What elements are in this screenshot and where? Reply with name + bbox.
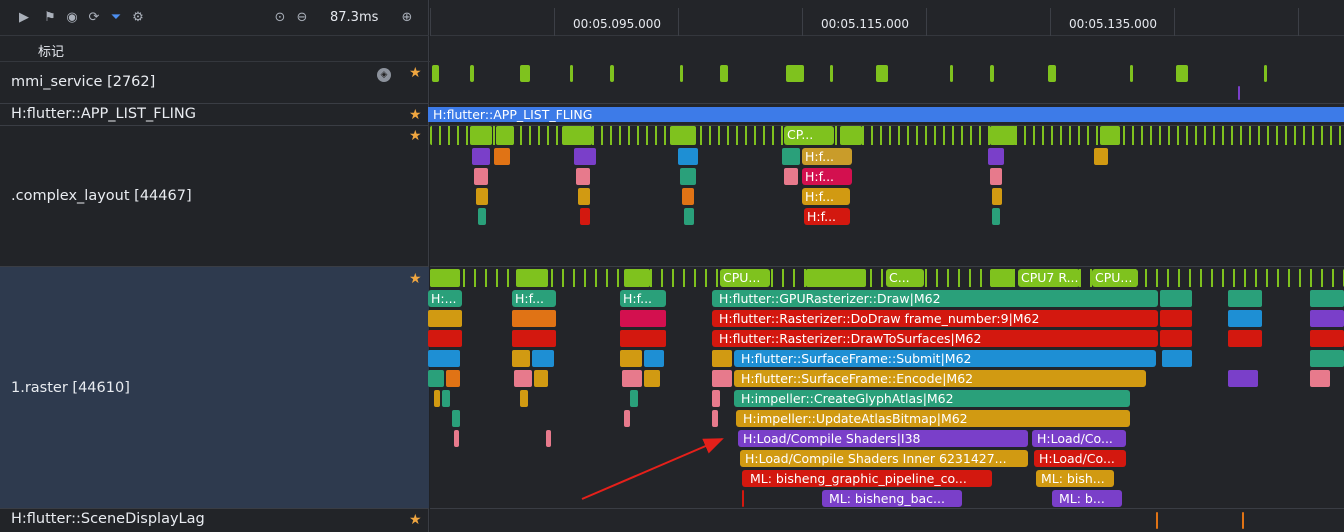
track-label: .complex_layout [44467] — [11, 188, 192, 204]
slice[interactable]: H:f... — [620, 290, 666, 307]
slice-update-atlas-bitmap[interactable]: H:impeller::UpdateAtlasBitmap|M62 — [736, 410, 1130, 427]
slice[interactable]: H:... — [428, 290, 462, 307]
track-label: mmi_service [2762] — [11, 74, 156, 90]
cpu-slice[interactable]: C... — [886, 269, 924, 287]
marker-label: 标记 — [38, 45, 65, 60]
reset-zoom-icon[interactable]: ⊙ — [274, 10, 286, 25]
star-icon[interactable]: ★ — [409, 65, 422, 81]
slice-load-compile-shaders-inner[interactable]: H:Load/Co... — [1034, 450, 1126, 467]
slice-rasterizer-dodraw[interactable]: H:flutter::Rasterizer::DoDraw frame_numb… — [712, 310, 1158, 327]
track-app-list-fling[interactable]: H:flutter::APP_LIST_FLING ★ — [0, 104, 429, 126]
lane-app-list-fling[interactable]: H:flutter::APP_LIST_FLING — [428, 104, 1344, 126]
flag-icon[interactable]: ⚑ — [44, 10, 56, 25]
globe-icon[interactable]: ◉ — [66, 10, 78, 25]
slice-bisheng-backend[interactable]: ML: bisheng_bac... — [822, 490, 962, 507]
lane-raster[interactable]: CPU... C... CPU7 R... CPU... H:... H:f..… — [428, 267, 1344, 509]
star-icon[interactable]: ★ — [409, 128, 422, 144]
time-ruler[interactable]: 00:05.095.000 00:05.115.000 00:05.135.00… — [430, 0, 1344, 36]
slice[interactable]: H:f... — [802, 168, 852, 185]
star-icon[interactable]: ★ — [409, 107, 422, 123]
slice[interactable]: H:f... — [512, 290, 556, 307]
tick-label: 00:05.135.000 — [1069, 17, 1158, 31]
tick-label: 00:05.115.000 — [821, 17, 910, 31]
toolbar: ▶ ⚑ ◉ ⟳ ⏷ ⚙ ⊙ ⊖ 87.3ms ⊕ — [0, 0, 429, 36]
slice-surface-frame-encode[interactable]: H:flutter::SurfaceFrame::Encode|M62 — [734, 370, 1146, 387]
slice-surface-frame-submit[interactable]: H:flutter::SurfaceFrame::Submit|M62 — [734, 350, 1156, 367]
slice-create-glyph-atlas[interactable]: H:impeller::CreateGlyphAtlas|M62 — [734, 390, 1130, 407]
slice-load-compile-shaders[interactable]: H:Load/Co... — [1032, 430, 1126, 447]
pin-icon[interactable]: ◈ — [377, 68, 391, 82]
slice-app-list-fling[interactable]: H:flutter::APP_LIST_FLING — [428, 107, 1344, 122]
slice-bisheng-graphic-pipeline[interactable]: ML: bisheng_graphic_pipeline_co... — [742, 470, 992, 487]
slice-bisheng-backend[interactable]: ML: b... — [1052, 490, 1122, 507]
cpu-slice[interactable]: CPU... — [720, 269, 770, 287]
track-complex-layout[interactable]: .complex_layout [44467] ★ — [0, 126, 429, 267]
lane-mmi-service[interactable] — [430, 62, 1344, 104]
play-icon[interactable]: ▶ — [19, 10, 29, 25]
star-icon[interactable]: ★ — [409, 271, 422, 287]
track-label: 1.raster [44610] — [11, 380, 130, 396]
zoom-out-icon[interactable]: ⊖ — [296, 10, 308, 25]
refresh-icon[interactable]: ⟳ — [88, 10, 100, 25]
tick-label: 00:05.095.000 — [573, 17, 662, 31]
track-label: H:flutter::SceneDisplayLag — [11, 511, 205, 527]
track-mmi-service[interactable]: mmi_service [2762] ◈ ★ — [0, 62, 429, 104]
slice-load-compile-shaders-inner[interactable]: H:Load/Compile Shaders Inner 6231427... — [740, 450, 1028, 467]
track-scene-display-lag[interactable]: H:flutter::SceneDisplayLag ★ — [0, 509, 429, 532]
cpu-slice[interactable]: CP... — [784, 126, 834, 145]
lane-scene-display-lag[interactable] — [430, 509, 1344, 532]
timeline-area[interactable]: 00:05.095.000 00:05.115.000 00:05.135.00… — [428, 0, 1344, 532]
track-label: H:flutter::APP_LIST_FLING — [11, 106, 196, 122]
slice-load-compile-shaders[interactable]: H:Load/Compile Shaders|I38 — [738, 430, 1028, 447]
cpu-slice[interactable]: CPU7 R... — [1018, 269, 1080, 287]
slice[interactable]: H:f... — [804, 208, 850, 225]
slice-bisheng-graphic-pipeline[interactable]: ML: bish... — [1036, 470, 1114, 487]
track-raster[interactable]: 1.raster [44610] ★ — [0, 267, 429, 509]
settings-icon[interactable]: ⚙ — [132, 10, 144, 25]
star-icon[interactable]: ★ — [409, 512, 422, 528]
annotation-arrow — [581, 438, 724, 500]
cpu-slice[interactable]: CPU... — [1092, 269, 1138, 287]
filter-icon[interactable]: ⏷ — [110, 10, 122, 25]
lane-complex-layout[interactable]: CP... H:f... H:f... H:f... — [430, 126, 1344, 267]
zoom-in-icon[interactable]: ⊕ — [401, 10, 413, 25]
slice-gpu-rasterizer-draw[interactable]: H:flutter::GPURasterizer::Draw|M62 — [712, 290, 1158, 307]
track-name-panel: ▶ ⚑ ◉ ⟳ ⏷ ⚙ ⊙ ⊖ 87.3ms ⊕ mmi_service [27… — [0, 0, 429, 532]
slice-draw-to-surfaces[interactable]: H:flutter::Rasterizer::DrawToSurfaces|M6… — [712, 330, 1158, 347]
slice[interactable]: H:f... — [802, 188, 850, 205]
zoom-level: 87.3ms — [330, 10, 379, 25]
slice[interactable]: H:f... — [802, 148, 852, 165]
